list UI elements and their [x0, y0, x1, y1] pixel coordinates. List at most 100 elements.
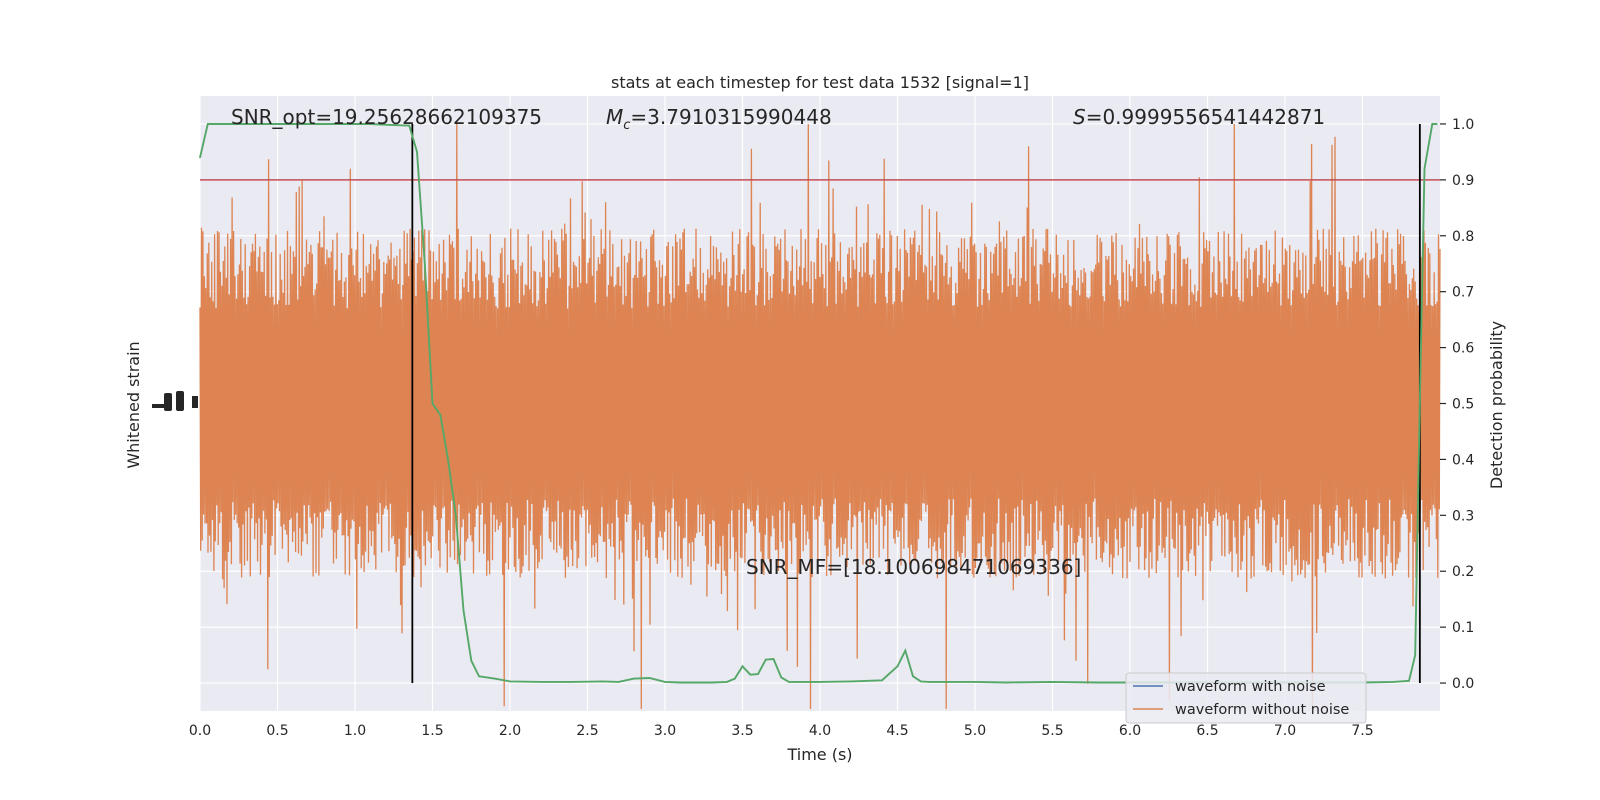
x-tick-2: 1.0	[344, 723, 366, 739]
probability-point-18	[470, 659, 473, 662]
probability-point-26	[633, 677, 635, 680]
x-tick-9: 4.5	[886, 723, 908, 739]
probability-point-68	[1436, 123, 1438, 125]
probability-point-22	[540, 681, 542, 683]
snr-mf-annotation: SNR_MF=[18.100698471069336]	[746, 555, 1081, 579]
probability-point-39	[780, 676, 783, 679]
probability-point-67	[1431, 123, 1434, 125]
x-tick-0: 0.0	[189, 723, 211, 739]
s-value: =0.9999556541442871	[1086, 105, 1325, 129]
probability-point-53	[1005, 681, 1007, 684]
probability-point-19	[478, 675, 480, 678]
y-tick-3: 0.3	[1452, 508, 1474, 524]
probability-point-54	[1051, 681, 1054, 683]
y-tick-4: 0.4	[1452, 452, 1474, 468]
probability-point-8	[369, 123, 372, 125]
y-tick-10: 1.0	[1452, 117, 1474, 133]
probability-point-33	[734, 677, 736, 680]
y-tick-1: 0.1	[1452, 620, 1474, 636]
probability-point-2	[214, 123, 217, 125]
probability-point-4	[245, 123, 248, 125]
probability-point-13	[431, 402, 434, 405]
probability-point-28	[664, 681, 666, 683]
y-tick-5: 0.5	[1452, 397, 1474, 413]
probability-point-65	[1419, 402, 1421, 405]
x-tick-8: 4.0	[809, 723, 831, 739]
chirp-mass-annotation: Mc=3.7910315990448	[606, 105, 832, 133]
probability-point-0	[199, 156, 201, 159]
probability-point-7	[338, 123, 341, 125]
probability-point-23	[571, 681, 573, 683]
probability-point-12	[424, 262, 426, 265]
y-tick-6: 0.6	[1452, 341, 1474, 357]
x-tick-10: 5.0	[964, 723, 986, 739]
probability-point-43	[819, 681, 821, 683]
probability-point-15	[447, 458, 449, 461]
x-tick-6: 3.0	[654, 723, 676, 739]
probability-point-41	[796, 681, 798, 683]
snr-opt-annotation: SNR_opt=19.25628662109375	[231, 105, 542, 129]
y-tick-7: 0.7	[1452, 285, 1474, 301]
x-tick-14: 7.0	[1274, 723, 1296, 739]
probability-point-48	[912, 675, 914, 678]
probability-point-21	[509, 680, 511, 683]
y-axis-label-right: Detection probability	[1487, 321, 1506, 489]
probability-point-1	[207, 123, 209, 125]
probability-point-50	[927, 681, 930, 683]
chirp-mass-symbol: M	[606, 105, 623, 129]
probability-point-29	[679, 681, 682, 684]
chirp-mass-subscript: c	[623, 118, 630, 133]
s-annotation: S=0.9999556541442871	[1073, 105, 1325, 129]
probability-point-32	[726, 681, 728, 683]
legend-label-waveform-with-noise: waveform with noise	[1175, 679, 1326, 695]
probability-point-30	[695, 681, 697, 684]
probability-point-64	[1414, 654, 1416, 656]
probability-point-63	[1408, 680, 1410, 682]
probability-point-9	[393, 124, 395, 126]
probability-point-24	[602, 680, 604, 683]
x-tick-7: 3.5	[731, 723, 753, 739]
series-waveform-without-noise	[199, 123, 1441, 710]
left-axis-tick-cluster	[152, 391, 198, 411]
probability-point-55	[1098, 681, 1100, 684]
x-tick-4: 2.0	[499, 723, 521, 739]
x-tick-labels: 0.0 0.5 1.0 1.5 2.0 2.5 3.0 3.5 4.0 4.5 5.0 5.5 6.0 6…	[189, 723, 1374, 739]
probability-point-11	[416, 151, 418, 153]
chart-title: stats at each timestep for test data 153…	[611, 73, 1029, 92]
probability-point-47	[904, 649, 907, 652]
strain-trace-layer	[199, 123, 1441, 710]
x-tick-12: 6.0	[1119, 723, 1141, 739]
probability-point-17	[462, 609, 465, 612]
s-symbol: S	[1073, 105, 1086, 129]
x-tick-3: 1.5	[421, 723, 443, 739]
probability-point-36	[757, 673, 759, 675]
y-axis-label-left: Whitened strain	[124, 341, 143, 468]
y-tick-2: 0.2	[1452, 564, 1474, 580]
probability-point-46	[896, 665, 899, 668]
probability-point-3	[230, 123, 232, 125]
probability-point-52	[974, 681, 976, 683]
probability-point-16	[455, 514, 457, 517]
probability-point-35	[749, 673, 752, 676]
x-tick-13: 6.5	[1196, 723, 1218, 739]
probability-point-14	[439, 413, 442, 416]
y-tick-labels: 0.0 0.1 0.2 0.3 0.4 0.5 0.6 0.7 0.8 0.9 1.0	[1440, 117, 1474, 692]
probability-point-6	[307, 123, 310, 125]
probability-point-20	[493, 677, 496, 680]
x-tick-15: 7.5	[1351, 723, 1373, 739]
probability-point-34	[741, 665, 744, 668]
probability-point-42	[803, 681, 806, 683]
probability-point-10	[408, 124, 411, 127]
probability-point-38	[772, 658, 775, 660]
probability-point-44	[850, 680, 852, 683]
x-axis-label: Time (s)	[786, 745, 852, 764]
x-tick-5: 2.5	[576, 723, 598, 739]
legend: waveform with noise waveform without noi…	[1125, 672, 1367, 724]
probability-point-40	[788, 681, 790, 683]
y-tick-8: 0.8	[1452, 229, 1474, 245]
probability-point-51	[943, 681, 945, 683]
legend-label-waveform-without-noise: waveform without noise	[1175, 702, 1349, 718]
legend-box	[1125, 672, 1367, 724]
y-tick-0: 0.0	[1452, 676, 1474, 692]
